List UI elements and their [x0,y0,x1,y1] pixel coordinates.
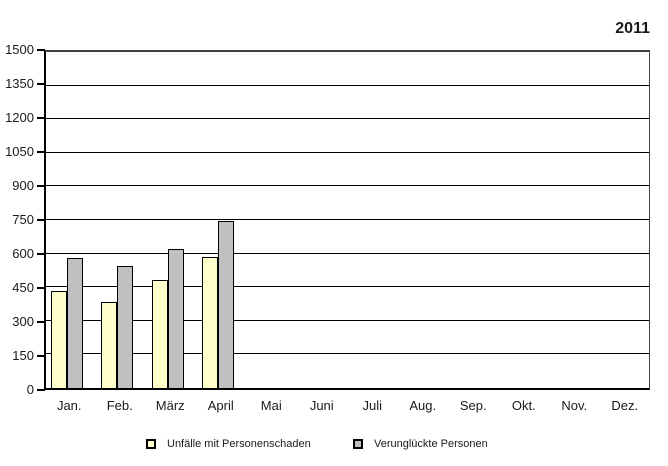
x-label-juli: Juli [362,398,382,413]
x-label-april: April [207,398,234,413]
gridline-1050 [46,151,649,153]
month-cell-juli [344,52,394,388]
x-label-dez: Dez. [611,398,639,413]
x-label-okt: Okt. [511,398,536,413]
legend-swatch-icon [146,439,156,449]
y-tick-mark-300 [37,321,45,323]
y-tick-label-150: 150 [12,348,34,363]
y-tick-mark-900 [37,185,45,187]
bars-layer [46,52,649,388]
legend-label: Verunglückte Personen [374,438,488,450]
y-tick-mark-450 [37,287,45,289]
x-label-jan: Jan. [56,398,82,413]
bar-series1-april [201,256,218,388]
y-tick-label-450: 450 [12,280,34,295]
month-cell-april [193,52,243,388]
bar-series1-feb [101,301,118,388]
bar-series2-feb [117,265,134,388]
y-tick-label-750: 750 [12,212,34,227]
legend-swatch-icon [353,439,363,449]
gridline-150 [46,353,649,355]
month-cell-mai [243,52,293,388]
bar-series1-jan [51,290,68,388]
x-label-mai: Mai [260,398,282,413]
y-tick-mark-1200 [37,117,45,119]
legend-item-2: Verunglückte Personen [353,438,488,450]
plot-area [44,50,650,390]
bar-series2-märz [167,248,184,388]
legend-item-1: Unfälle mit Personenschaden [146,438,311,450]
legend-label: Unfälle mit Personenschaden [167,438,311,450]
x-label-juni: Juni [309,398,334,413]
chart-title: 2011 [615,20,650,37]
gridline-750 [46,219,649,220]
x-label-märz: März [155,398,185,413]
x-label-sep: Sep. [459,398,487,413]
bar-series2-jan [67,257,84,388]
gridline-450 [46,286,649,288]
gridline-600 [46,252,649,254]
y-tick-label-900: 900 [12,178,34,193]
y-tick-label-1200: 1200 [5,110,34,125]
y-tick-label-1050: 1050 [5,144,34,159]
month-cell-okt [494,52,544,388]
month-cell-nov [545,52,595,388]
y-tick-label-0: 0 [26,382,34,397]
y-tick-label-1350: 1350 [5,76,34,91]
gridline-300 [46,319,649,321]
month-cell-aug [394,52,444,388]
month-cell-feb [92,52,142,388]
month-cell-juni [293,52,343,388]
gridline-1350 [46,84,649,86]
y-tick-mark-750 [37,219,45,221]
gridline-1200 [46,118,649,120]
gridline-900 [46,185,649,187]
month-cell-sep [444,52,494,388]
y-tick-mark-600 [37,253,45,255]
y-tick-mark-150 [37,355,45,357]
y-tick-mark-0 [37,389,45,391]
y-tick-mark-1350 [37,83,45,85]
y-tick-label-600: 600 [12,246,34,261]
y-tick-label-300: 300 [12,314,34,329]
x-label-nov: Nov. [561,398,588,413]
y-tick-mark-1500 [37,49,45,51]
bar-series2-april [217,221,234,388]
month-cell-jan [42,52,92,388]
y-tick-label-1500: 1500 [5,42,34,57]
x-label-aug: Aug. [409,398,437,413]
x-axis-labels: Jan. Feb. März April Mai Juni Juli Aug. Sep. Okt.… [44,398,650,413]
bar-series1-märz [151,280,168,388]
y-tick-mark-1050 [37,151,45,153]
month-cell-märz [143,52,193,388]
month-cell-dez [595,52,645,388]
x-label-feb: Feb. [106,398,133,413]
